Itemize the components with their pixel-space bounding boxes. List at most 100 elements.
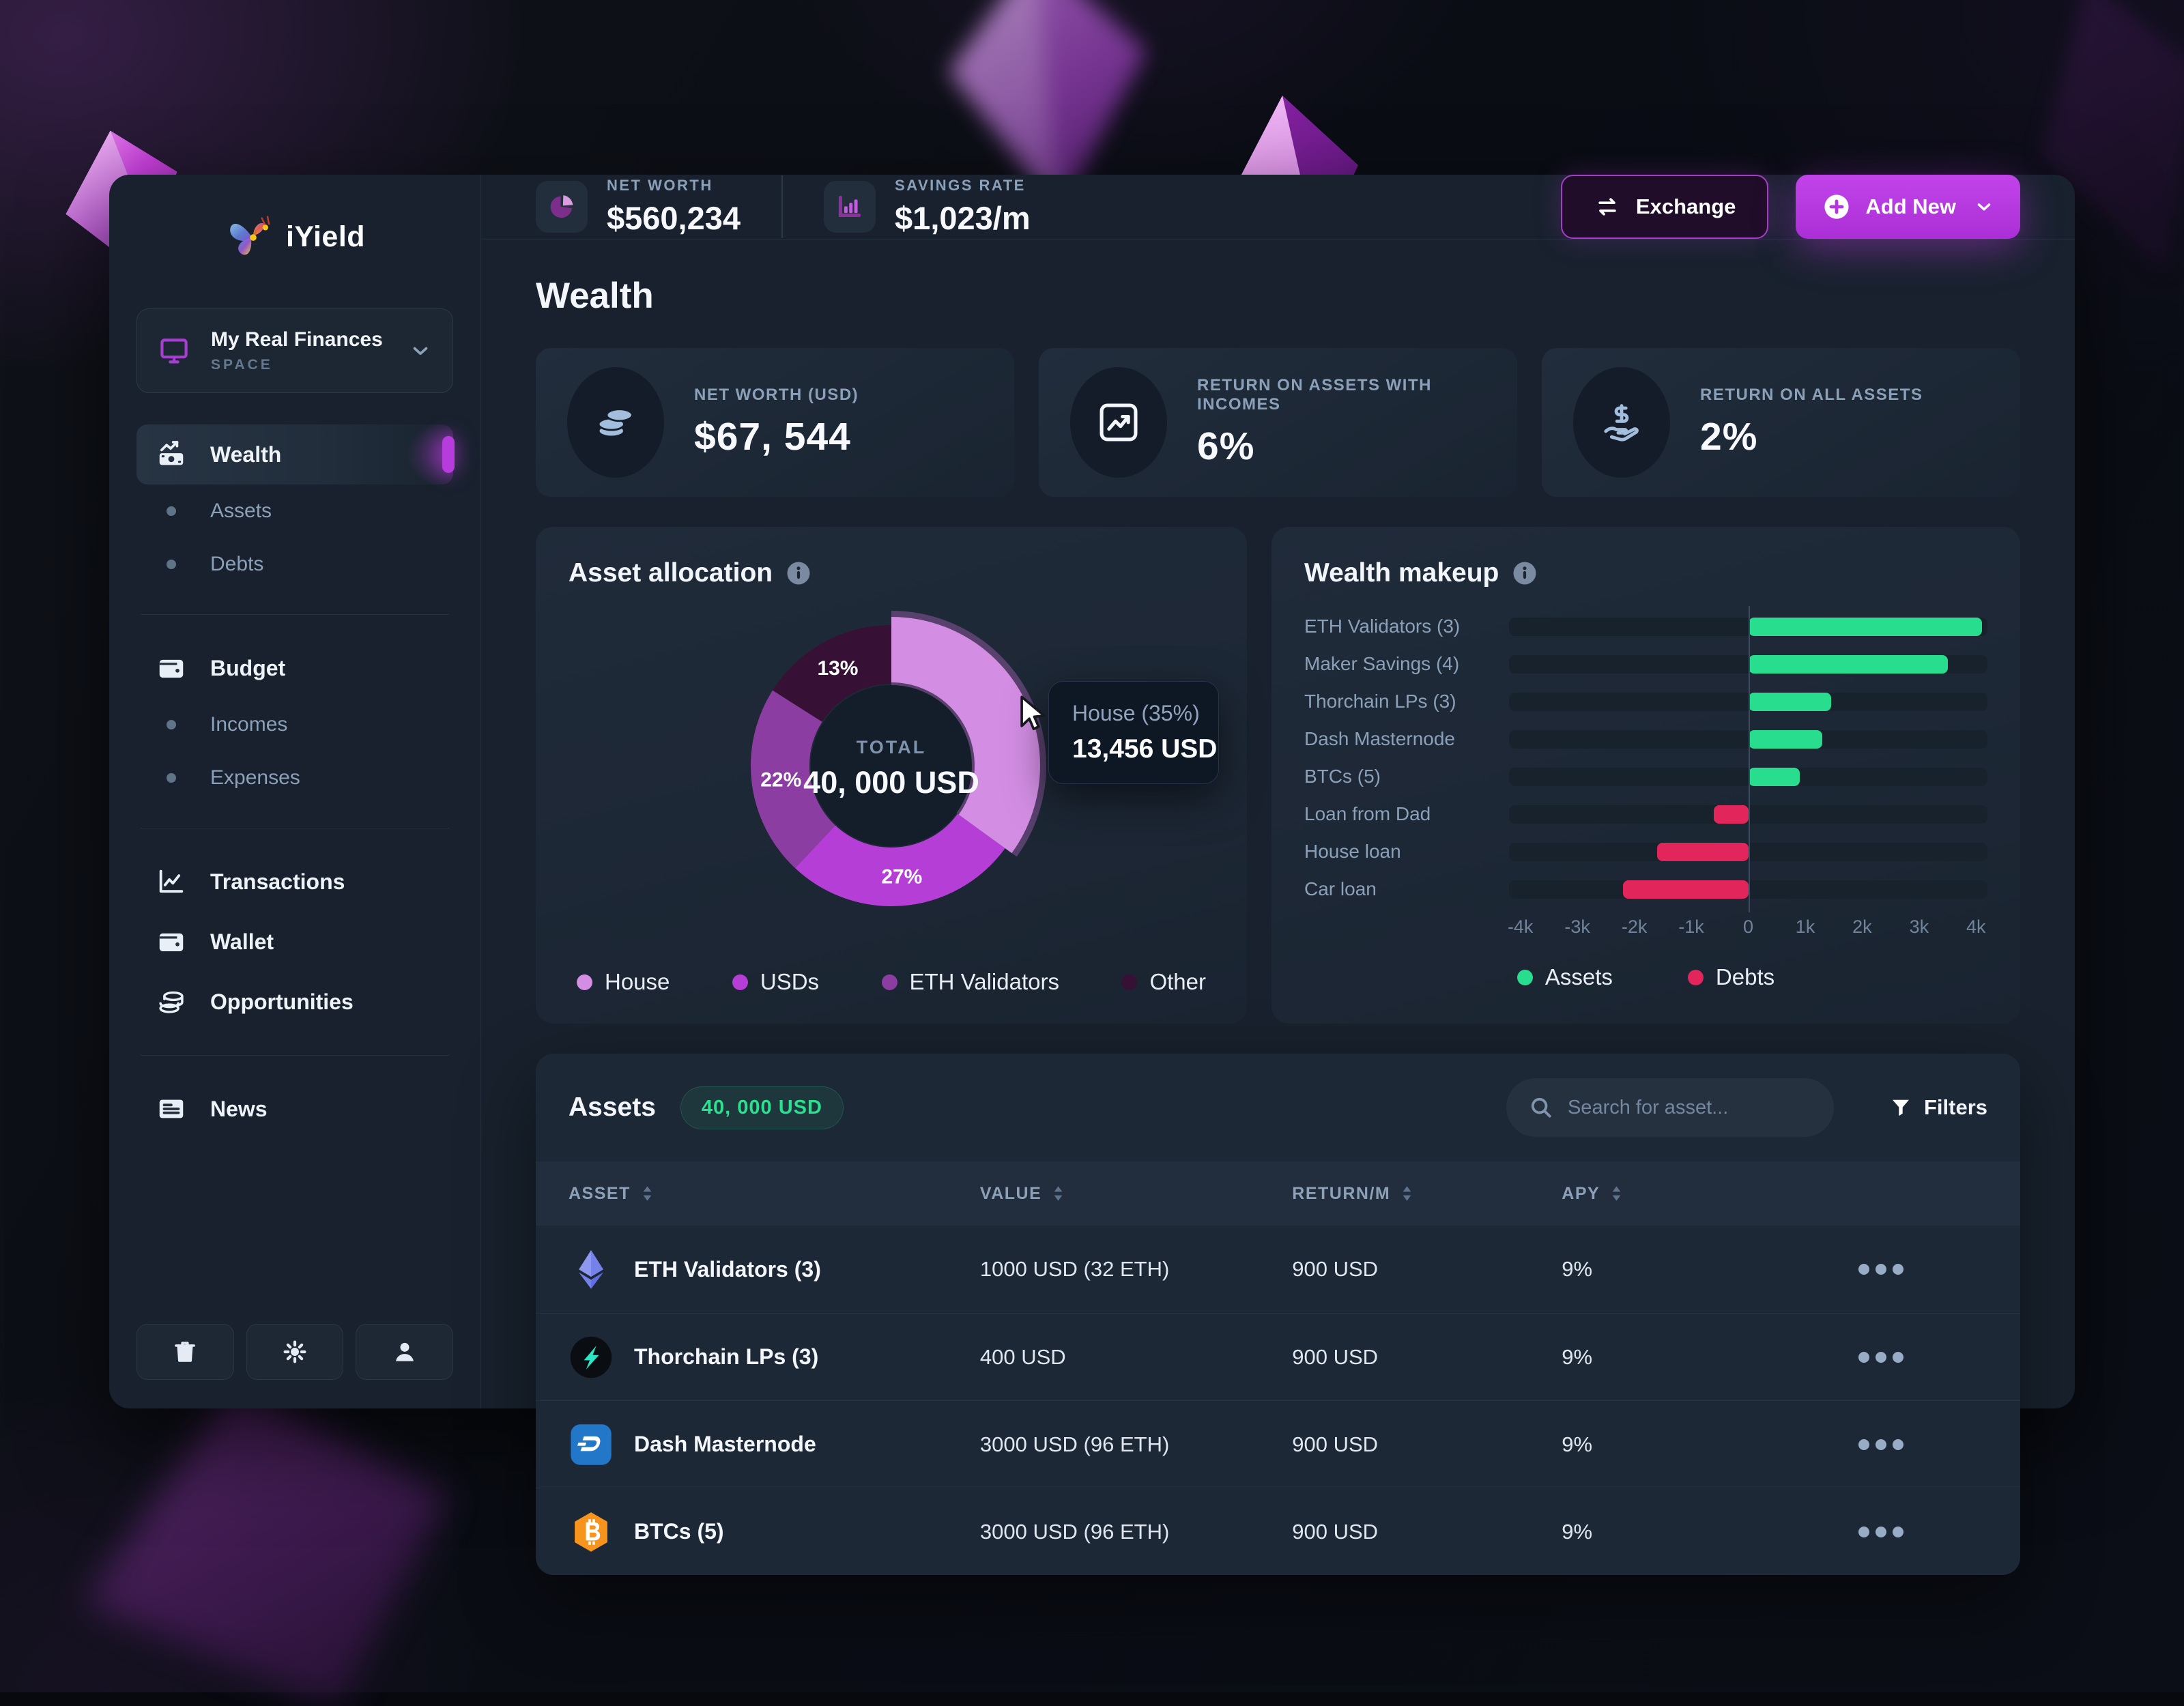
filters-button[interactable]: Filters (1888, 1095, 1987, 1120)
sidebar-item-assets[interactable]: Assets (136, 485, 453, 538)
table-row[interactable]: BTCs (5) 3000 USD (96 ETH) 900 USD 9% (536, 1488, 2020, 1575)
user-icon (395, 1342, 414, 1361)
space-title: My Real Finances (211, 328, 383, 351)
legend-label: Debts (1715, 964, 1775, 989)
svg-text:13%: 13% (817, 657, 858, 680)
sidebar-item-news[interactable]: News (136, 1079, 453, 1139)
gear-icon (283, 1340, 306, 1363)
profile-button[interactable] (356, 1324, 454, 1380)
column-header-return-m[interactable]: RETURN/M (1292, 1184, 1562, 1204)
funnel-icon (1892, 1099, 1909, 1116)
space-subtitle: SPACE (211, 357, 273, 373)
sidebar-item-label: Debts (210, 553, 264, 575)
app-window: iYield My Real Finances SPACE Wealth Asse… (109, 175, 2075, 1575)
stat-value: $1,023/m (895, 200, 1031, 236)
sidebar-item-wallet[interactable]: Wallet (136, 912, 453, 972)
asset-apy: 9% (1562, 1432, 1593, 1456)
bar-row: Thorchain LPs (3) (1304, 691, 1987, 712)
legend-dot-icon (732, 974, 748, 990)
legend-dot-icon (577, 974, 592, 990)
info-icon[interactable] (786, 561, 811, 585)
sidebar-item-wealth[interactable]: Wealth (136, 424, 453, 485)
sidebar-item-opportunities[interactable]: Opportunities (136, 972, 453, 1032)
sidebar-item-transactions[interactable]: Transactions (136, 852, 453, 912)
stat-card-value: $67, 544 (694, 415, 851, 459)
table-row[interactable]: ETH Validators (3) 1000 USD (32 ETH) 900… (536, 1226, 2020, 1313)
bullet-dot-icon (167, 720, 176, 729)
main-area: NET WORTH $560,234 SAVINGS RATE $1,023/m… (481, 175, 2075, 1575)
axis-tick-label: 0 (1742, 916, 1754, 937)
asset-name: Dash Masternode (634, 1432, 816, 1456)
axis-tick-label: 4k (1966, 916, 1986, 937)
app-logo: iYield (136, 207, 453, 266)
stat-card: NET WORTH (USD) $67, 544 (536, 348, 1014, 497)
sidebar-item-incomes[interactable]: Incomes (136, 698, 453, 751)
column-header-value[interactable]: VALUE (980, 1184, 1292, 1204)
sidebar-item-label: Incomes (210, 713, 288, 736)
stat-card-value: 2% (1700, 415, 1758, 459)
tooltip-title: House (35%) (1072, 701, 1200, 725)
bar-value (1748, 692, 1831, 711)
stat-label: SAVINGS RATE (895, 177, 1026, 194)
column-label: ASSET (569, 1183, 631, 1203)
exchange-button[interactable]: Exchange (1560, 175, 1769, 239)
sidebar-item-expenses[interactable]: Expenses (136, 751, 453, 805)
add-new-button[interactable]: Add New (1796, 175, 2020, 239)
sidebar-nav: Wealth Assets Debts Budget Incomes Expenses Tr… (136, 424, 453, 1139)
bitcoin-icon (575, 1512, 607, 1552)
axis-tick-label: -4k (1507, 916, 1534, 937)
add-new-label: Add New (1865, 194, 1956, 218)
bar-row: BTCs (5) (1304, 766, 1987, 787)
coins-stack-icon (159, 991, 184, 1013)
donut-chart[interactable]: 27% 22% 13% TOTAL 40, 000 USD (721, 595, 1062, 936)
newspaper-icon (159, 1099, 184, 1118)
search-input[interactable] (1567, 1096, 1812, 1119)
asset-return: 900 USD (1292, 1344, 1379, 1369)
stat-card-label: RETURN ON ASSETS WITH INCOMES (1197, 376, 1432, 414)
table-row[interactable]: Dash Masternode 3000 USD (96 ETH) 900 US… (536, 1400, 2020, 1488)
table-row[interactable]: Thorchain LPs (3) 400 USD 900 USD 9% (536, 1313, 2020, 1400)
assets-table-title: Assets (569, 1093, 656, 1122)
settings-button[interactable] (246, 1324, 344, 1380)
sidebar-item-label: Assets (210, 500, 272, 522)
sidebar-item-label: News (210, 1096, 268, 1121)
bar-value (1748, 617, 1982, 636)
assets-table-card: Assets 40, 000 USD Filters (536, 1054, 2020, 1575)
row-menu-button[interactable] (1774, 1351, 1987, 1363)
wealth-makeup-legend: Assets Debts (1304, 964, 1987, 990)
column-label: APY (1562, 1183, 1600, 1203)
bar-category-label: BTCs (5) (1304, 766, 1381, 787)
asset-apy: 9% (1562, 1344, 1593, 1369)
sidebar-item-budget[interactable]: Budget (136, 638, 453, 698)
legend-dot-icon (1121, 974, 1138, 990)
column-label: VALUE (979, 1183, 1042, 1203)
wallet-icon (159, 659, 184, 678)
asset-return: 900 USD (1292, 1432, 1379, 1456)
table-header-row: ASSET VALUE RETURN/M APY (536, 1161, 2020, 1226)
row-menu-button[interactable] (1774, 1526, 1987, 1537)
info-icon[interactable] (1512, 561, 1537, 585)
sidebar-item-debts[interactable]: Debts (136, 538, 453, 591)
space-selector[interactable]: My Real Finances SPACE (136, 308, 453, 393)
asset-value: 3000 USD (96 ETH) (979, 1519, 1170, 1544)
wealth-makeup-title: Wealth makeup (1304, 558, 1499, 588)
asset-search[interactable] (1506, 1078, 1834, 1137)
sidebar-item-label: Budget (210, 655, 286, 680)
row-menu-button[interactable] (1774, 1438, 1987, 1450)
mouse-cursor-icon (1020, 695, 1046, 731)
legend-dot-icon (1687, 969, 1704, 985)
column-header-asset[interactable]: ASSET (569, 1184, 980, 1204)
sort-icon (1054, 1186, 1063, 1201)
delete-button[interactable] (136, 1324, 234, 1380)
coins-icon (597, 408, 633, 438)
axis-tick-label: 2k (1852, 916, 1872, 937)
filters-label: Filters (1923, 1095, 1987, 1119)
search-icon (1531, 1097, 1551, 1118)
column-header-apy[interactable]: APY (1562, 1184, 1774, 1204)
asset-value: 400 USD (979, 1344, 1066, 1369)
assets-total-badge: 40, 000 USD (680, 1086, 844, 1129)
bar-value (1748, 654, 1948, 674)
zero-line (1748, 606, 1750, 912)
row-menu-button[interactable] (1774, 1264, 1987, 1275)
bar-category-label: Maker Savings (4) (1304, 653, 1460, 674)
